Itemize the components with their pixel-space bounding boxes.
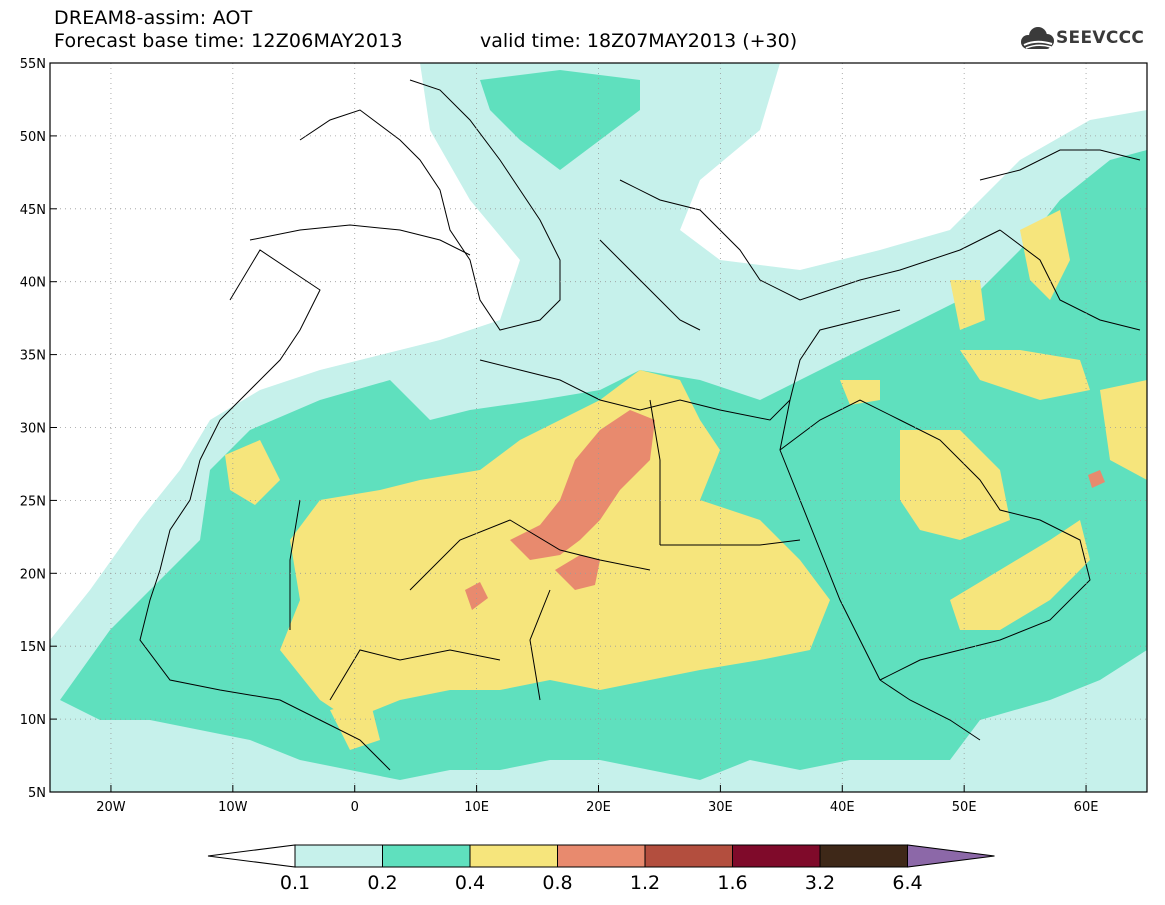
aot-level-0.4 bbox=[950, 280, 985, 330]
cloud-logo-icon bbox=[1021, 27, 1054, 49]
aot-level-0.8 bbox=[510, 410, 655, 560]
aot-level-0.4 bbox=[900, 430, 1010, 540]
lon-tick-label: 0 bbox=[351, 800, 359, 815]
colorbar-low-arrow bbox=[207, 844, 296, 868]
aot-level-0.4 bbox=[840, 380, 880, 405]
longitude-ticks: 20W 10W 0 10E 20E 30E 40E 50E 60E bbox=[96, 785, 1098, 815]
lat-tick-label: 45N bbox=[20, 203, 46, 218]
map-title: DREAM8-assim: AOT bbox=[54, 7, 253, 29]
aot-level-0.4 bbox=[950, 520, 1090, 630]
colorbar-segment bbox=[294, 844, 383, 868]
aot-level-0.8 bbox=[555, 555, 600, 590]
lat-tick-label: 5N bbox=[28, 786, 46, 801]
lat-tick-label: 35N bbox=[20, 349, 46, 364]
lon-tick-label: 40E bbox=[830, 800, 855, 815]
lat-tick-label: 15N bbox=[20, 640, 46, 655]
colorbar-label: 0.4 bbox=[455, 872, 485, 894]
lon-tick-label: 60E bbox=[1074, 800, 1099, 815]
lat-tick-label: 50N bbox=[20, 130, 46, 145]
aot-level-0.8 bbox=[1088, 470, 1105, 488]
lon-tick-label: 10E bbox=[464, 800, 489, 815]
lat-tick-label: 30N bbox=[20, 422, 46, 437]
coastlines-and-borders bbox=[139, 79, 1141, 771]
colorbar-label: 1.6 bbox=[717, 872, 747, 894]
colorbar-high-arrow bbox=[907, 844, 995, 868]
lat-tick-label: 40N bbox=[20, 276, 46, 291]
lat-tick-label: 20N bbox=[20, 567, 46, 582]
latitude-ticks: 55N 50N 45N 40N 35N 30N 25N 20N 15N 10N 5N bbox=[20, 57, 57, 801]
colorbar-label: 0.8 bbox=[542, 872, 572, 894]
lon-tick-label: 30E bbox=[708, 800, 733, 815]
colorbar-segment bbox=[469, 844, 558, 868]
colorbar: 0.1 0.2 0.4 0.8 1.2 1.6 3.2 6.4 bbox=[207, 844, 995, 894]
forecast-base-time: Forecast base time: 12Z06MAY2013 bbox=[54, 30, 403, 52]
aot-level-0.4 bbox=[1100, 380, 1147, 480]
colorbar-segment bbox=[382, 844, 471, 868]
lat-tick-label: 10N bbox=[20, 713, 46, 728]
lon-tick-label: 20E bbox=[586, 800, 611, 815]
lon-tick-label: 10W bbox=[218, 800, 248, 815]
colorbar-segment bbox=[819, 844, 908, 868]
lon-tick-label: 50E bbox=[952, 800, 977, 815]
aot-level-0.8 bbox=[465, 582, 488, 610]
aot-level-0.4 bbox=[225, 440, 280, 505]
lon-tick-label: 20W bbox=[96, 800, 126, 815]
aot-level-0.4 bbox=[1020, 210, 1070, 300]
aot-level-0.1 bbox=[560, 260, 950, 360]
colorbar-label: 1.2 bbox=[630, 872, 660, 894]
aot-level-0.4 bbox=[960, 350, 1090, 400]
colorbar-label: 6.4 bbox=[892, 872, 922, 894]
aot-level-0.2 bbox=[480, 70, 640, 170]
colorbar-segment bbox=[732, 844, 821, 868]
colorbar-label: 0.2 bbox=[367, 872, 397, 894]
logo-text: SEEVCCC bbox=[1056, 28, 1145, 48]
colorbar-segment bbox=[557, 844, 646, 868]
lat-tick-label: 25N bbox=[20, 494, 46, 509]
colorbar-label: 3.2 bbox=[805, 872, 835, 894]
aot-contour-fields bbox=[50, 63, 1147, 792]
colorbar-label: 0.1 bbox=[280, 872, 310, 894]
valid-time: valid time: 18Z07MAY2013 (+30) bbox=[480, 30, 798, 52]
lat-tick-label: 55N bbox=[20, 57, 46, 72]
aot-level-0.4 bbox=[330, 700, 380, 750]
colorbar-segment bbox=[644, 844, 733, 868]
